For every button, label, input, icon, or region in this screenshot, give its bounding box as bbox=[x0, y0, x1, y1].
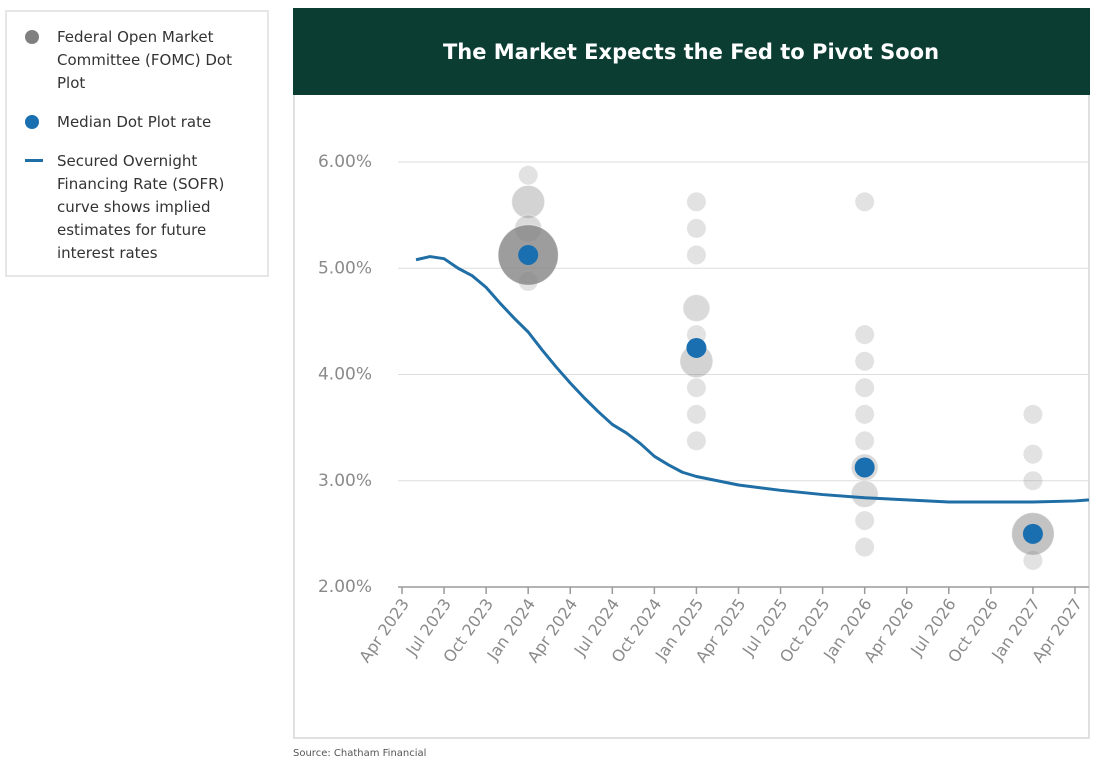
fomc-dot bbox=[1023, 471, 1043, 491]
fomc-dot bbox=[686, 378, 706, 398]
fomc-dot bbox=[686, 218, 706, 238]
fomc-dot bbox=[518, 165, 538, 185]
legend-label: Median Dot Plot rate bbox=[57, 113, 212, 131]
fomc-dot bbox=[1023, 404, 1043, 424]
fomc-dot bbox=[686, 431, 706, 451]
y-tick-label: 5.00% bbox=[318, 258, 372, 278]
fomc-dot bbox=[850, 480, 879, 508]
fomc-dot bbox=[855, 351, 875, 371]
fomc-dot bbox=[855, 511, 875, 531]
legend-item: Median Dot Plot rate bbox=[25, 111, 253, 134]
fomc-dot bbox=[855, 378, 875, 398]
fomc-dot bbox=[686, 404, 706, 424]
legend-marker bbox=[25, 115, 39, 129]
median-dot bbox=[854, 457, 875, 478]
y-tick-label: 2.00% bbox=[318, 577, 372, 597]
legend-item: Federal Open Market Committee (FOMC) Dot… bbox=[25, 26, 253, 95]
fomc-dot bbox=[1023, 444, 1043, 464]
chart-title: The Market Expects the Fed to Pivot Soon bbox=[443, 40, 939, 64]
fomc-dot bbox=[511, 184, 546, 219]
fomc-dot bbox=[855, 192, 875, 212]
legend-label: Federal Open Market Committee (FOMC) Dot… bbox=[57, 28, 232, 92]
legend-item: Secured Overnight Financing Rate (SOFR) … bbox=[25, 150, 253, 265]
fomc-dot bbox=[518, 272, 538, 292]
legend-marker bbox=[25, 30, 39, 44]
x-tick-label: Apr 2023 bbox=[355, 595, 413, 666]
median-dot bbox=[518, 244, 539, 265]
y-tick-label: 6.00% bbox=[318, 152, 372, 172]
fomc-dot bbox=[855, 431, 875, 451]
fomc-dot bbox=[1023, 550, 1043, 570]
fomc-dot bbox=[686, 192, 706, 212]
legend: Federal Open Market Committee (FOMC) Dot… bbox=[5, 10, 269, 277]
fomc-dot bbox=[686, 245, 706, 265]
fomc-dot bbox=[855, 537, 875, 557]
fomc-dot bbox=[855, 404, 875, 424]
sofr-line bbox=[415, 255, 1090, 504]
source-note: Source: Chatham Financial bbox=[293, 748, 426, 759]
median-dot bbox=[686, 337, 707, 358]
legend-label: Secured Overnight Financing Rate (SOFR) … bbox=[57, 152, 225, 262]
title-bar bbox=[293, 8, 1090, 95]
y-tick-label: 4.00% bbox=[318, 365, 372, 385]
median-dot bbox=[1022, 523, 1043, 544]
fomc-dot bbox=[682, 294, 711, 323]
y-tick-label: 3.00% bbox=[318, 471, 372, 491]
fomc-dot bbox=[855, 325, 875, 345]
legend-marker bbox=[25, 159, 43, 162]
